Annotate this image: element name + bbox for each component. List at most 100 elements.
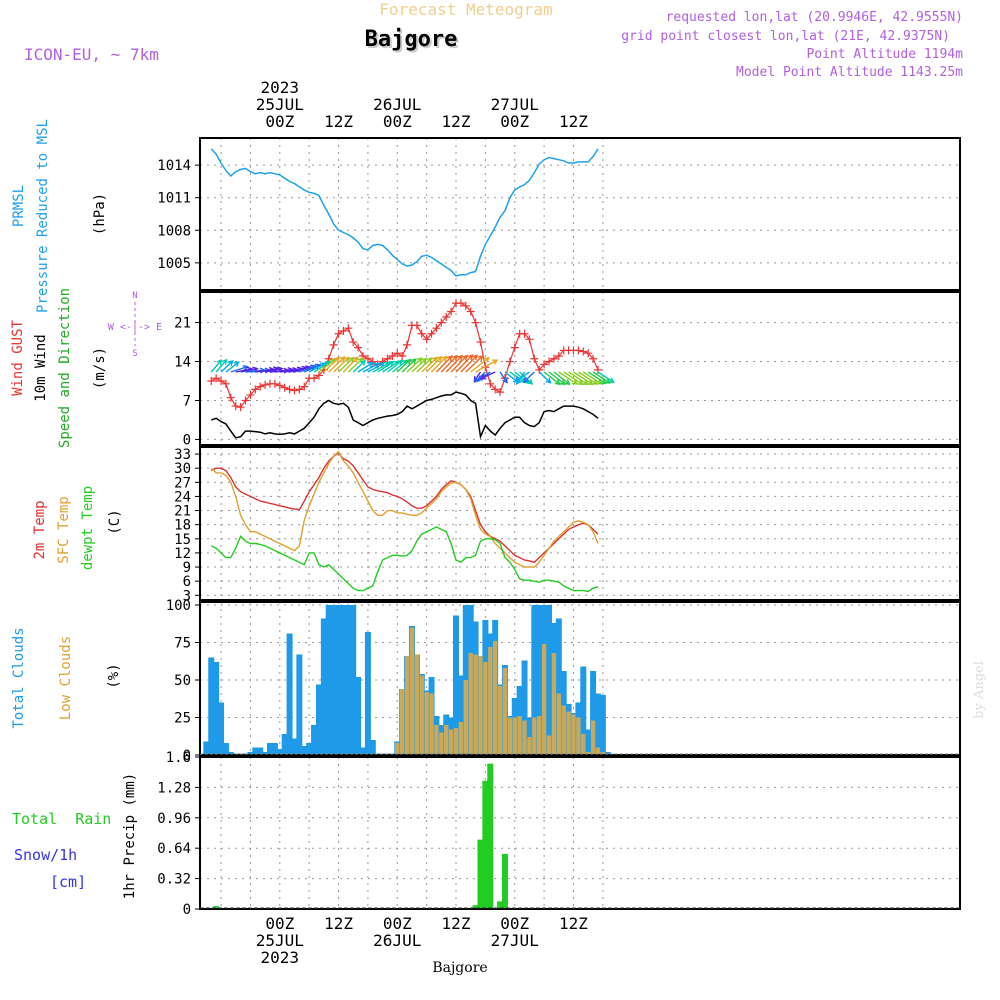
cloud-unit: (%) [106,663,122,688]
gust-marker [280,383,289,392]
gust-marker [491,385,500,394]
wind-arrow-head [367,361,374,368]
location-title-shadow: Bajgore [367,29,460,54]
low-cloud-bar [581,734,586,754]
top-time-label: 00Z [383,112,412,131]
gust-marker [300,382,309,391]
wind-arrow [357,361,374,373]
wind-arrow [477,371,491,381]
wind-arrow [406,357,423,373]
total-cloud-bar [276,749,283,754]
precip-frame [199,756,961,910]
low-cloud-bar [399,689,405,754]
wind-arrow [587,371,606,384]
top-time-label: 00Z [500,112,529,131]
plot-layer: 1005100810111014071421369121518212427303… [157,78,961,967]
total-cloud-bar [311,725,318,754]
top-time-label: 26JUL [373,95,421,114]
wind-arrow [445,355,463,373]
gust-marker [383,354,392,363]
total-cloud-bar [453,615,460,754]
bottom-time-label: 26JUL [373,931,421,950]
wind-arrow [470,357,490,373]
wind-arrow [382,360,399,373]
gust-marker [403,340,412,349]
total-cloud-bar [345,605,352,754]
y-tick-label: 18 [174,518,191,534]
wind-label-3: Speed and Direction [57,288,73,448]
wind-arrow [367,362,385,373]
total-cloud-bar [266,743,273,754]
gust-marker [236,403,245,412]
temp-label-2: SFC Temp [56,496,72,563]
low-cloud-bar [517,716,522,754]
y-tick-label: 1008 [157,223,191,239]
wind-arrow [435,355,453,373]
total-cloud-bar [330,605,337,754]
gust-marker [207,377,216,386]
wind-arrow [597,371,615,383]
gust-marker [226,393,235,402]
gust-marker [241,396,250,405]
wind-arrow-head [405,358,412,365]
gust-markers [207,299,602,412]
wind-arrow-head [483,356,490,363]
top-time-label: 12Z [324,112,353,131]
rain-bar [497,901,504,908]
total-cloud-bar [531,605,538,754]
wind-arrow-head [600,378,607,385]
total-cloud-bar [325,605,332,754]
wind-arrow [523,371,535,383]
wind-arrow [475,359,498,373]
wind-arrow-head [426,357,433,364]
wind-arrow [347,357,364,373]
gust-marker [398,351,407,360]
wind-arrow [416,357,432,373]
wind-arrow [543,371,561,385]
wind-arrow [215,359,227,373]
total-cloud-bar [286,633,293,754]
gust-line [211,302,599,408]
pressure-frame [199,137,961,291]
wind-arrow-head [522,377,529,384]
wind-arrow [240,367,258,373]
wind-arrow [396,359,411,373]
wind-arrow [455,354,473,373]
bottom-time-label: 27JUL [491,931,539,950]
wind-label-1: Wind GUST [10,320,26,396]
wind-arrow-head [554,379,561,386]
wind-arrow [323,357,340,373]
gust-marker [461,301,470,310]
wind-arrow [499,371,508,383]
wind-arrow-head [221,358,228,365]
gust-marker [393,349,402,358]
wind-arrow-head [461,354,468,361]
cloud-label-2: Low Clouds [58,636,74,720]
total-cloud-bar [262,752,269,754]
y-tick-label: 21 [174,504,191,520]
wind-arrow-head [420,357,428,364]
gust-marker [579,347,588,356]
bottom-time-label: 00Z [383,914,412,933]
wind-arrow [582,371,602,385]
y-tick-label: 25 [174,711,191,727]
low-cloud-bar [546,735,552,754]
gust-marker [466,307,475,316]
y-tick-label: 27 [174,475,191,491]
y-tick-label: 50 [174,673,191,689]
y-tick-label: 33 [174,447,191,463]
gust-marker [275,381,284,390]
top-time-label: 12Z [559,112,588,131]
total-cloud-bar [590,671,597,754]
low-cloud-bar [551,653,557,754]
low-cloud-bar [527,737,532,754]
precip-labels: Total Rain Snow/1h [cm] 1hr Precip (mm) [12,773,138,899]
wind-arrow-head [360,359,367,366]
gust-marker [388,351,397,360]
wind-arrow [260,367,279,373]
gust-marker [540,360,549,369]
total-cloud-bar [462,605,469,754]
wind-arrow [303,364,321,373]
y-tick-label: 1.6 [166,750,191,766]
total-cloud-bar [301,746,308,754]
